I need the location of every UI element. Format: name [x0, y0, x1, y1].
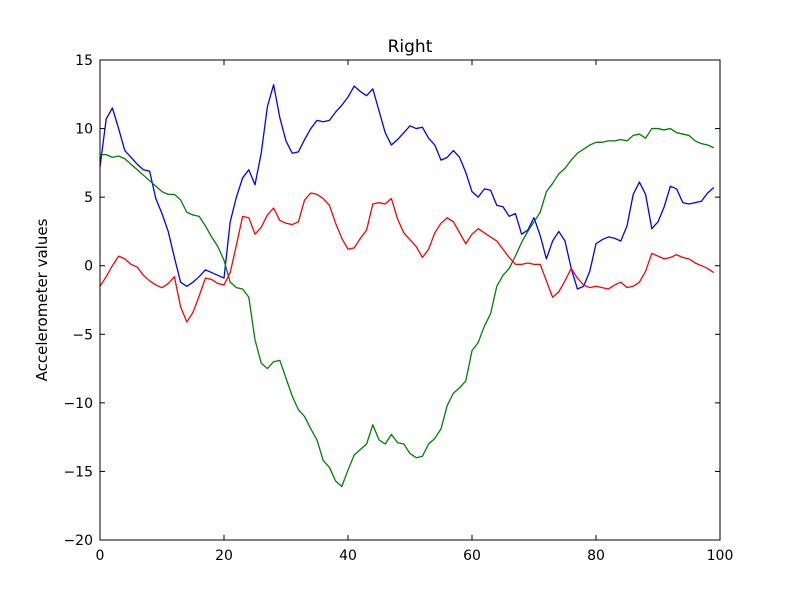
x-tick-label: 40: [339, 548, 357, 564]
y-tick-label: −5: [72, 327, 93, 343]
y-axis-label: Accelerometer values: [33, 218, 51, 381]
y-tick-label: 10: [75, 122, 93, 138]
tick-layer: 0 20 40 60 80 100 −20 −15 −10 −5 0 5 10 15: [63, 53, 733, 564]
x-tick-label: 20: [215, 548, 233, 564]
y-tick-label: −15: [63, 464, 93, 480]
chart-title: Right: [388, 37, 433, 57]
series-line-2: [100, 127, 715, 488]
series-line-3: [99, 192, 715, 323]
plot-frame: [99, 59, 721, 541]
y-tick-label: −20: [63, 533, 93, 549]
y-tick-label: 0: [84, 259, 93, 275]
x-tick-label: 100: [707, 548, 734, 564]
x-tick-label: 80: [587, 548, 605, 564]
series-layer: [99, 84, 715, 488]
x-tick-label: 0: [96, 548, 105, 564]
y-tick-label: −10: [63, 396, 93, 412]
x-tick-label: 60: [463, 548, 481, 564]
y-tick-label: 5: [84, 190, 93, 206]
series-line-1: [99, 84, 715, 290]
y-tick-label: 15: [75, 53, 93, 69]
